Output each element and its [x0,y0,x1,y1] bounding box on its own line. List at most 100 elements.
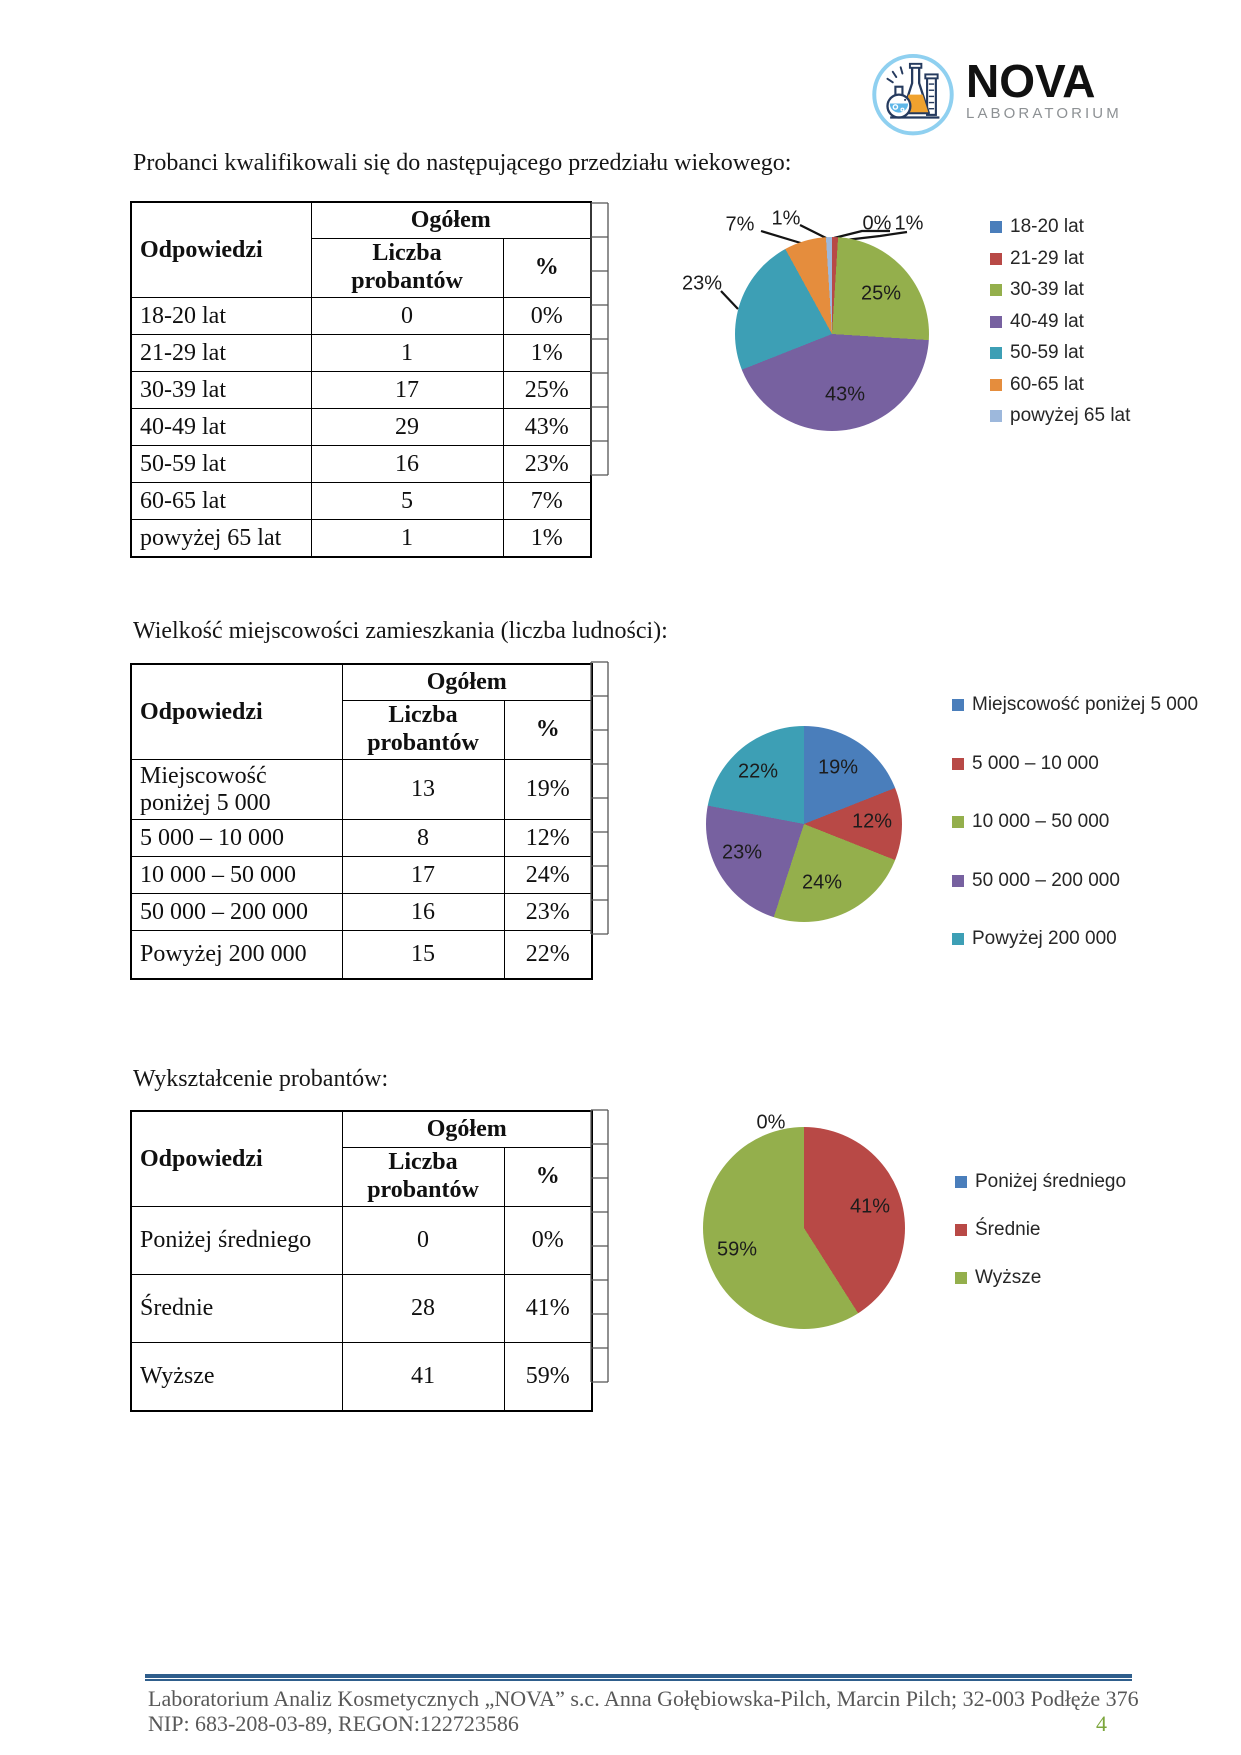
legend-label: Miejscowość poniżej 5 000 [972,694,1199,715]
cell-answer: 30-39 lat [130,371,312,409]
legend-swatch-icon [990,252,1002,265]
age-table: Odpowiedzi Ogółem Liczba probantów % 18-… [130,201,592,558]
pie-slice-label: 22% [737,760,779,783]
legend-item: 50 000 – 200 000 [952,870,1120,892]
column-header-count: Liczba probantów [341,700,505,760]
cell-percent: 43% [502,408,592,446]
legend-swatch-icon [952,874,964,887]
legend-swatch-icon [955,1272,967,1284]
page-number: 4 [1096,1711,1107,1736]
cell-answer: 5 000 – 10 000 [130,819,343,857]
cell-count: 29 [310,408,504,446]
column-header-total: Ogółem [341,663,593,701]
legend-label: powyżej 65 lat [1010,405,1131,426]
column-header-total: Ogółem [341,1110,593,1148]
legend-item: 18-20 lat [990,216,1084,238]
footer-divider [145,1674,1132,1681]
cell-count: 17 [310,371,504,409]
cell-count: 1 [310,334,504,372]
table-row: 50 000 – 200 000 16 23% [130,893,593,931]
pie-slice-label: 0% [862,212,892,235]
cell-answer: 21-29 lat [130,334,312,372]
legend-label: 21-29 lat [1010,247,1084,269]
cell-answer: Miejscowość poniżej 5 000 [130,759,343,820]
cell-percent: 1% [502,519,592,558]
legend-item: 40-49 lat [990,311,1084,333]
column-header-count: Liczba probantów [310,238,504,298]
column-header-percent: % [503,1147,593,1207]
cell-percent: 22% [503,930,593,980]
pie-slice-label: 19% [817,756,859,779]
pie-slice-label: 1% [894,212,924,235]
pie-slice-label: 23% [681,272,723,295]
cell-answer: 18-20 lat [130,297,312,335]
legend-label: Wyższe [975,1267,1042,1288]
cell-count: 16 [341,893,505,931]
table-row: 40-49 lat 29 43% [130,408,592,446]
cell-count: 28 [341,1274,505,1343]
column-header-count: Liczba probantów [341,1147,505,1207]
pie-chart-circle [735,237,929,431]
pie-slice-label: 25% [860,282,902,305]
legend-label: 30-39 lat [1010,279,1084,300]
cell-count: 17 [341,856,505,894]
legend-swatch-icon [955,1224,967,1236]
city-size-pie-chart: 19% 12% 24% 23% 22% Miejscowość poniżej 5 000… [585,650,1198,950]
cell-count: 0 [310,297,504,335]
legend-label: 18-20 lat [1010,216,1084,237]
cell-percent: 24% [503,856,593,894]
table-row: Wyższe 41 59% [130,1342,593,1412]
pie-slice-label: 41% [849,1195,891,1218]
pie-chart-circle [703,1127,905,1329]
table-row: 21-29 lat 1 1% [130,334,592,372]
cell-answer: 50-59 lat [130,445,312,483]
cell-count: 16 [310,445,504,483]
legend-label: 5 000 – 10 000 [972,752,1099,774]
section-heading-age: Probanci kwalifikowali się do następując… [133,150,792,176]
table-row: Miejscowość poniżej 5 000 13 19% [130,759,593,820]
legend-swatch-icon [952,933,964,945]
cell-count: 15 [341,930,505,980]
legend-item: Wyższe [955,1267,1041,1289]
legend-item: Średnie [955,1219,1041,1241]
legend-label: 40-49 lat [1010,310,1084,332]
cell-percent: 23% [502,445,592,483]
table-row: 5 000 – 10 000 8 12% [130,819,593,857]
cell-answer: Poniżej średniego [130,1206,343,1275]
cell-count: 0 [341,1206,505,1275]
pie-slice-label: 43% [824,383,866,406]
legend-swatch-icon [990,378,1002,391]
legend-item: Miejscowość poniżej 5 000 [952,694,1198,716]
pie-slice-label: 7% [725,213,755,236]
pie-slice-label: 23% [721,841,763,864]
cell-percent: 23% [503,893,593,931]
table-row: powyżej 65 lat 1 1% [130,519,592,558]
pie-slice-label: 0% [756,1111,786,1134]
legend-item: powyżej 65 lat [990,405,1130,427]
legend-label: Powyżej 200 000 [972,928,1117,949]
legend-swatch-icon [990,315,1002,328]
legend-swatch-icon [952,757,964,770]
legend-item: 10 000 – 50 000 [952,811,1109,833]
cell-count: 8 [341,819,505,857]
legend-swatch-icon [990,221,1002,233]
cell-percent: 25% [502,371,592,409]
cell-percent: 7% [502,482,592,520]
cell-count: 1 [310,519,504,558]
legend-label: Średnie [975,1219,1041,1240]
age-pie-chart: 7% 1% 0% 1% 23% 25% 43% 18-20 lat 21-29 lat 30-39… [585,195,1130,495]
legend-item: 5 000 – 10 000 [952,753,1099,775]
cell-count: 41 [341,1342,505,1412]
legend-item: 30-39 lat [990,279,1084,301]
legend-label: 10 000 – 50 000 [972,811,1110,832]
cell-answer: 50 000 – 200 000 [130,893,343,931]
legend-label: 50 000 – 200 000 [972,869,1120,891]
cell-answer: Wyższe [130,1342,343,1412]
pie-slice-label: 59% [716,1238,758,1261]
section-heading-city-size: Wielkość miejscowości zamieszkania (licz… [133,618,668,644]
table-row: 18-20 lat 0 0% [130,297,592,335]
education-pie-chart: 0% 41% 59% Poniżej średniego Średnie Wyższe [585,1050,1130,1400]
cell-count: 5 [310,482,504,520]
pie-slice-label: 24% [801,871,843,894]
